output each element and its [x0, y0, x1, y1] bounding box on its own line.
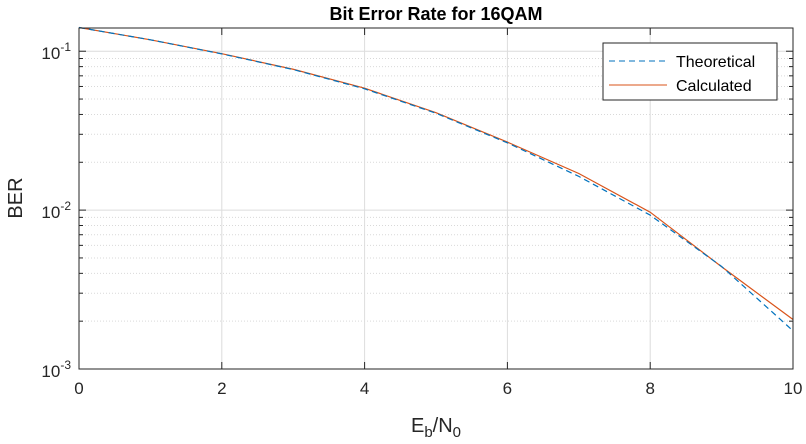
y-axis-label: BER — [5, 177, 27, 218]
x-tick-label: 0 — [74, 379, 83, 398]
x-tick-label: 8 — [645, 379, 654, 398]
legend-box — [602, 42, 778, 101]
legend: Theoretical Calculated — [602, 42, 778, 101]
plot-frame — [78, 27, 794, 370]
chart-title: Bit Error Rate for 16QAM — [329, 4, 542, 24]
y-tick-label: 10-2 — [41, 199, 71, 222]
legend-label-theoretical: Theoretical — [676, 54, 755, 71]
x-tick-label: 2 — [217, 379, 226, 398]
x-axis-label: Eb/N0 — [411, 415, 461, 441]
series-line-theoretical — [78, 26, 794, 332]
tick-layer: 0 2 4 6 8 10 10-3 10-2 10-1 — [41, 28, 802, 398]
x-tick-label: 10 — [784, 379, 803, 398]
legend-label-calculated: Calculated — [676, 78, 752, 95]
y-tick-label: 10-3 — [41, 358, 71, 381]
x-tick-label: 4 — [360, 379, 369, 398]
y-tick-label: 10-1 — [41, 40, 71, 63]
series-layer — [78, 26, 794, 332]
x-tick-label: 6 — [503, 379, 512, 398]
